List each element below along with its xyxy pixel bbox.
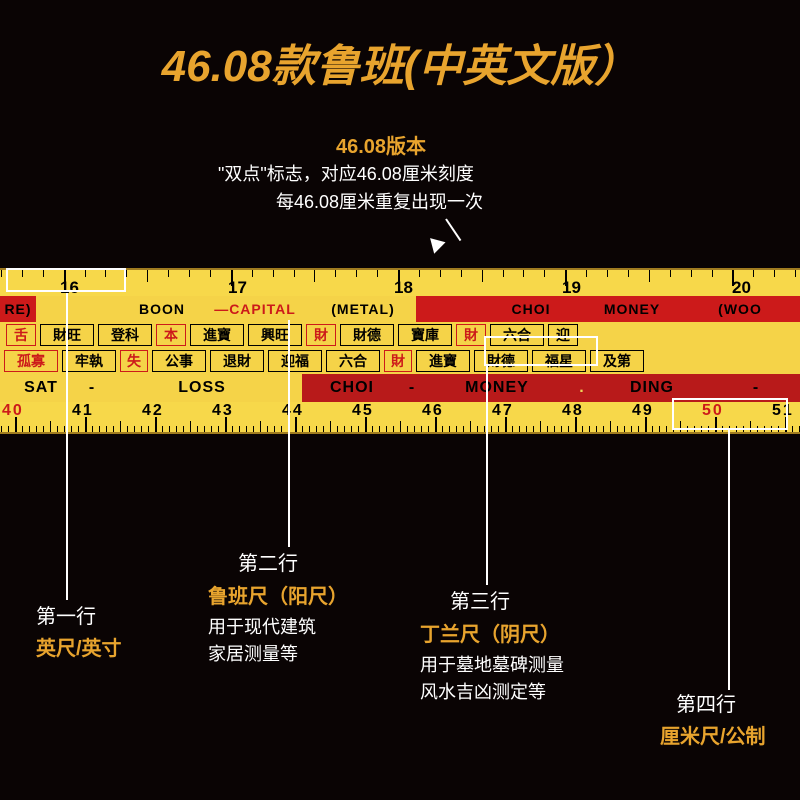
arrow-tail <box>445 218 461 241</box>
ruler-row-yin-cn: 孤寡牢執失公事退財迎福六合財進寶財德福星及第 <box>0 348 800 374</box>
header-desc-1: "双点"标志，对应46.08厘米刻度 <box>218 160 474 186</box>
version-label: 46.08版本 <box>336 130 426 159</box>
pointer-arrow <box>426 238 445 256</box>
ruler-row-yang-en: RE)BOON—CAPITAL(METAL)CHOI—MONEY(WOO <box>0 296 800 322</box>
ruler-row-yang-cn: 舌財旺登科本進寶興旺財財德寶庫財六合迎 <box>0 322 800 348</box>
header-desc-2: 每46.08厘米重复出现一次 <box>276 188 483 214</box>
main-title: 46.08款鲁班(中英文版） <box>0 30 800 94</box>
